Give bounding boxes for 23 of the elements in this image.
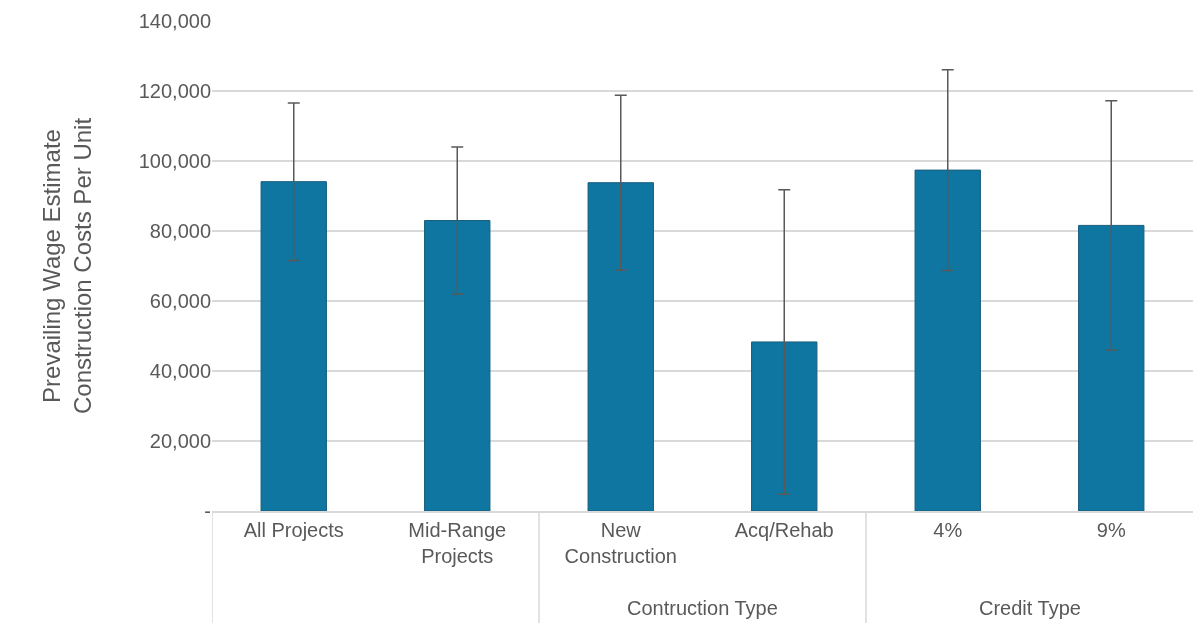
y-tick-label: 60,000 [149, 290, 211, 312]
bar [424, 220, 491, 511]
x-tick-label: Acq/Rehab [734, 518, 834, 541]
y-tick-label: 80,000 [149, 220, 211, 242]
y-tick-label: 140,000 [138, 10, 211, 32]
bar [914, 169, 981, 511]
text: Credit Type [979, 597, 1081, 619]
y-tick-label: - [204, 500, 211, 522]
x-tick-label: All Projects [243, 518, 344, 541]
y-tick-label: 120,000 [138, 80, 211, 102]
y-axis-title: Prevailing Wage Estimate Construction Costs Per Unit [37, 117, 96, 415]
bar [260, 181, 327, 511]
y-tick-label: 40,000 [149, 360, 211, 382]
x-tick-label: Mid-Range Projects [408, 518, 507, 567]
x-tick-label: New Construction [564, 518, 677, 567]
text: Contruction Type [627, 597, 778, 619]
x-tick-label: 9% [1096, 518, 1126, 541]
x-tick-label: 4% [933, 518, 963, 541]
y-tick-label: 100,000 [138, 150, 211, 172]
y-tick-label: 20,000 [149, 430, 211, 452]
bar [587, 182, 654, 511]
bar [751, 341, 818, 511]
bar [1078, 224, 1145, 511]
